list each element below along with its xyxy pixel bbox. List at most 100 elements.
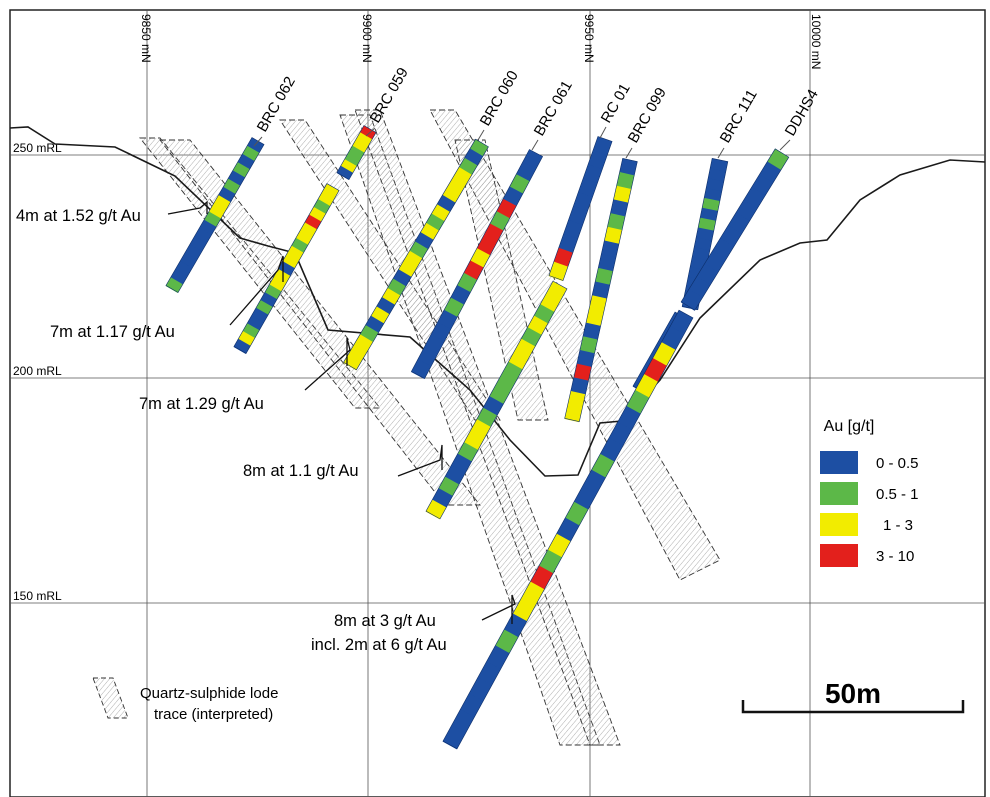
assay-interval xyxy=(203,211,222,228)
hole-outline xyxy=(681,158,729,310)
assay-interval xyxy=(568,206,588,226)
drill-hole-1 xyxy=(336,125,377,181)
assay-interval xyxy=(442,185,461,204)
assay-interval xyxy=(336,165,353,181)
drill-hole-11 xyxy=(442,309,694,750)
hole-outline xyxy=(680,148,790,311)
hole-outline xyxy=(425,280,568,520)
northing-label-9900: 9900 mN xyxy=(360,14,374,63)
assay-interval xyxy=(420,222,439,241)
assay-interval xyxy=(295,230,313,246)
assay-interval xyxy=(370,306,390,324)
assay-interval xyxy=(447,176,467,194)
collar-ticks xyxy=(253,126,791,159)
drill-holes xyxy=(165,125,790,750)
assay-interval xyxy=(708,168,726,182)
assay-interval xyxy=(233,338,251,354)
assay-interval xyxy=(165,277,183,294)
assay-interval xyxy=(304,214,322,230)
assay-interval xyxy=(189,236,207,252)
assay-interval xyxy=(702,197,720,212)
lode-legend: Quartz-sulphide lode trace (interpreted) xyxy=(92,677,278,723)
assay-interval xyxy=(218,186,236,203)
assay-interval xyxy=(286,245,304,261)
assay-interval xyxy=(598,254,616,272)
assay-interval xyxy=(464,148,483,166)
assay-interval xyxy=(403,250,423,269)
assay-interval xyxy=(232,162,250,178)
callout-brc061: 8m at 1.1 g/t Au xyxy=(243,462,359,480)
assay-interval xyxy=(277,261,295,277)
assay-interval xyxy=(317,191,335,207)
assay-interval xyxy=(264,284,282,300)
assay-interval xyxy=(348,343,368,362)
drill-hole-5 xyxy=(548,136,613,282)
legend-swatch-3 xyxy=(820,544,858,567)
assay-interval xyxy=(564,404,583,423)
assay-interval xyxy=(359,325,379,343)
assay-interval xyxy=(604,226,623,245)
assay-interval xyxy=(573,192,593,212)
assay-interval xyxy=(242,145,260,162)
assay-interval xyxy=(208,203,226,220)
topographic-surface xyxy=(9,126,986,477)
assay-interval xyxy=(710,158,728,173)
callout-brc060: 7m at 1.29 g/t Au xyxy=(139,395,264,413)
legend-title: Au [g/t] xyxy=(824,418,875,435)
assay-interval xyxy=(184,244,202,261)
legend-label-2: 1 - 3 xyxy=(883,517,913,534)
grade-legend: Au [g/t] 0 - 0.5 0.5 - 1 1 - 3 3 - 10 xyxy=(820,418,919,567)
assay-interval xyxy=(348,145,365,160)
assay-interval xyxy=(313,199,331,215)
drill-hole-4 xyxy=(410,149,544,380)
legend-swatch-0 xyxy=(820,451,858,474)
assay-interval xyxy=(585,308,604,327)
assay-interval xyxy=(548,261,568,282)
assay-interval xyxy=(273,268,291,285)
assay-interval xyxy=(431,204,450,222)
drill-hole-6 xyxy=(425,280,568,520)
assay-interval xyxy=(246,137,265,154)
assay-interval xyxy=(619,158,638,176)
assay-interval xyxy=(291,237,309,254)
assay-interval xyxy=(694,237,712,251)
level-label-150: 150 mRL xyxy=(13,589,62,603)
callout-brc062: 4m at 1.52 g/t Au xyxy=(16,207,141,225)
assay-interval xyxy=(469,139,489,157)
callout-leaders xyxy=(167,200,516,624)
assay-interval xyxy=(425,213,445,231)
legend-swatch-2 xyxy=(820,513,858,536)
hole-outline xyxy=(336,125,377,180)
assay-interval xyxy=(553,247,573,268)
assay-interval xyxy=(344,152,361,167)
hole-outline xyxy=(442,309,694,750)
callout-brc059: 7m at 1.17 g/t Au xyxy=(50,323,175,341)
assay-interval xyxy=(692,247,710,261)
assay-interval xyxy=(607,213,626,231)
assay-interval xyxy=(573,363,592,382)
assay-interval xyxy=(583,164,603,184)
assay-interval xyxy=(579,336,598,354)
assay-interval xyxy=(300,222,317,238)
assay-interval xyxy=(582,322,601,341)
lode-legend-line1: Quartz-sulphide lode xyxy=(140,685,278,702)
assay-interval xyxy=(563,219,583,240)
assay-interval xyxy=(194,227,212,244)
assay-interval xyxy=(592,281,610,300)
hole-outline xyxy=(410,149,544,379)
assay-interval xyxy=(696,227,714,242)
assay-interval xyxy=(700,207,718,222)
assay-interval xyxy=(616,172,635,190)
assay-interval xyxy=(355,132,373,147)
callout-ddhs4: 8m at 3 g/t Au xyxy=(334,612,436,630)
assay-interval xyxy=(260,292,278,308)
drill-hole-3 xyxy=(343,138,489,371)
assay-interval xyxy=(567,390,586,409)
assay-interval xyxy=(238,331,255,347)
assay-interval xyxy=(381,287,401,306)
assay-interval xyxy=(425,499,447,520)
assay-interval xyxy=(704,188,722,202)
assay-interval xyxy=(340,159,357,174)
assay-interval xyxy=(576,349,595,368)
